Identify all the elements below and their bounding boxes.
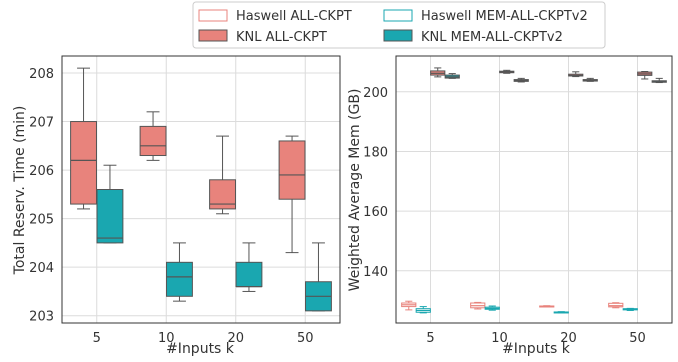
plot-frame (61, 55, 341, 324)
legend: Haswell ALL-CKPT Haswell MEM-ALL-CKPTv2 … (192, 1, 606, 49)
legend-label: Haswell ALL-CKPT (236, 9, 352, 24)
x-axis-label: #Inputs k (502, 341, 571, 357)
box-plot-knl-mem-all-ckptv2 (305, 242, 332, 312)
chart-panel-reserv-time: Total Reserv. Time (min) #Inputs k 203 20… (12, 55, 341, 357)
y-tick-label: 206 (29, 164, 54, 179)
legend-label: KNL ALL-CKPT (236, 30, 327, 45)
legend-item-knl-all-ckpt: KNL ALL-CKPT (198, 29, 327, 45)
box-iqr (166, 261, 193, 297)
x-tick-label: 50 (629, 331, 646, 346)
y-tick-label: 205 (29, 213, 54, 228)
box-iqr (96, 189, 124, 244)
box-plot-haswell-all-ckpt (608, 302, 624, 309)
box-plot-knl-all-ckpt (278, 135, 306, 254)
box-plot-knl-mem-all-ckptv2 (235, 242, 263, 292)
legend-item-haswell-all-ckpt: Haswell ALL-CKPT (198, 9, 352, 24)
x-tick-label: 5 (426, 331, 434, 346)
box-plot-haswell-mem-all-ckptv2 (415, 306, 431, 314)
y-axis-label: Weighted Average Mem (GB) (347, 89, 363, 292)
box-plot-knl-mem-all-ckptv2 (582, 77, 598, 82)
chart-panel-avg-mem: Weighted Average Mem (GB) #Inputs k 140 1… (347, 55, 673, 357)
x-tick-label: 20 (227, 331, 244, 346)
x-tick-label: 20 (560, 331, 577, 346)
x-tick-label: 10 (158, 331, 175, 346)
legend-swatch (383, 29, 413, 42)
box-plot-haswell-mem-all-ckptv2 (484, 305, 500, 311)
box-plot-haswell-mem-all-ckptv2 (622, 307, 638, 311)
box-plot-knl-all-ckpt (209, 135, 236, 215)
legend-swatch (383, 9, 413, 22)
y-tick-label: 207 (29, 116, 54, 131)
box-plot-knl-all-ckpt (568, 71, 584, 78)
y-tick-label: 203 (29, 310, 54, 325)
y-tick-label: 140 (363, 265, 388, 280)
box-iqr (235, 261, 263, 288)
x-tick-label: 10 (491, 331, 508, 346)
legend-item-haswell-mem-all-ckptv2: Haswell MEM-ALL-CKPTv2 (383, 9, 588, 24)
box-plot-knl-mem-all-ckptv2 (96, 164, 124, 244)
box-plot-knl-mem-all-ckptv2 (166, 242, 193, 302)
x-axis-label: #Inputs k (166, 341, 235, 357)
box-plot-knl-all-ckpt (139, 111, 167, 161)
y-tick-label: 204 (29, 261, 54, 276)
y-tick-label: 200 (363, 86, 388, 101)
box-iqr (139, 125, 167, 157)
y-tick-label: 160 (363, 205, 388, 220)
box-plot-knl-all-ckpt (637, 71, 653, 80)
box-plot-knl-all-ckpt (70, 67, 97, 210)
box-plot-knl-mem-all-ckptv2 (444, 73, 460, 79)
legend-swatch (198, 29, 228, 42)
box-plot-haswell-all-ckpt (470, 301, 486, 310)
box-iqr (70, 121, 97, 205)
y-tick-label: 208 (29, 67, 54, 82)
box-plot-haswell-all-ckpt (401, 300, 417, 311)
box-plot-knl-mem-all-ckptv2 (651, 77, 667, 84)
x-tick-label: 5 (93, 331, 101, 346)
box-iqr (278, 140, 306, 200)
y-tick-label: 180 (363, 145, 388, 160)
plot-frame (395, 55, 673, 324)
legend-label: Haswell MEM-ALL-CKPTv2 (421, 9, 588, 24)
box-plot-knl-all-ckpt (430, 67, 446, 78)
plot-area (396, 56, 672, 323)
box-plot-haswell-mem-all-ckptv2 (553, 311, 569, 314)
box-plot-knl-mem-all-ckptv2 (513, 77, 529, 83)
box-plot-knl-all-ckpt (499, 69, 515, 74)
legend-frame (192, 1, 606, 49)
x-tick-label: 50 (297, 331, 314, 346)
legend-swatch (198, 9, 228, 22)
legend-label: KNL MEM-ALL-CKPTv2 (421, 30, 563, 45)
box-plot-haswell-all-ckpt (539, 305, 555, 308)
y-axis-label: Total Reserv. Time (min) (12, 106, 28, 276)
legend-item-knl-mem-all-ckptv2: KNL MEM-ALL-CKPTv2 (383, 29, 563, 45)
